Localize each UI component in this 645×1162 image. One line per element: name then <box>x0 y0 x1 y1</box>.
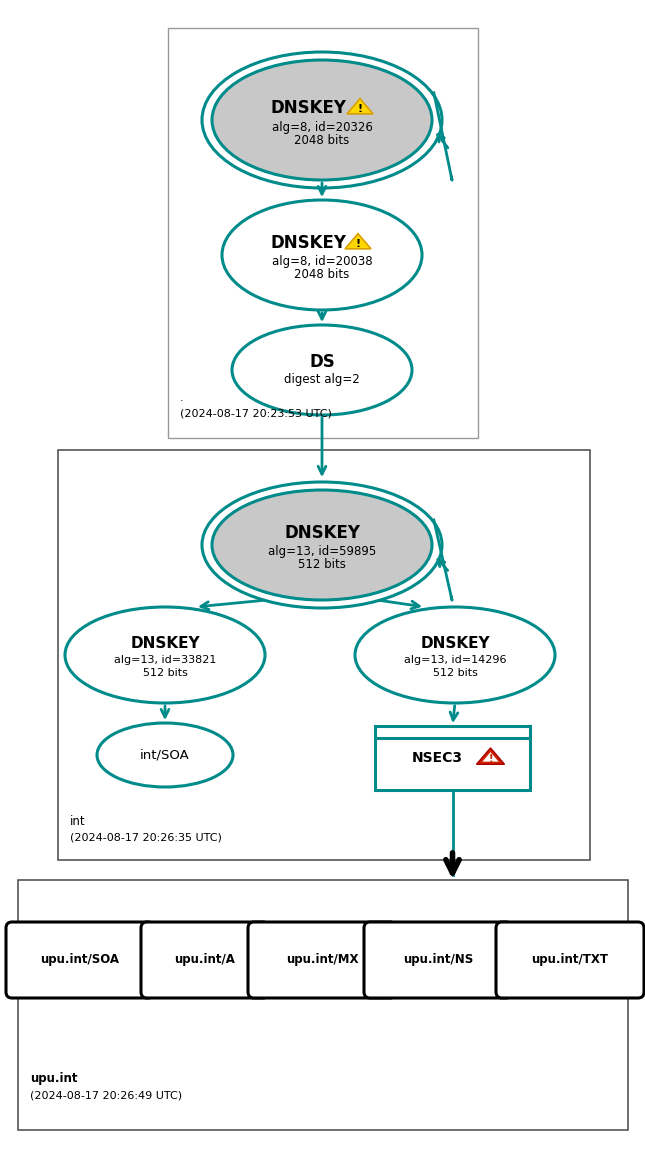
Text: 512 bits: 512 bits <box>298 559 346 572</box>
Text: !: ! <box>488 754 493 763</box>
FancyBboxPatch shape <box>6 921 154 998</box>
Text: DNSKEY: DNSKEY <box>284 524 360 541</box>
Text: digest alg=2: digest alg=2 <box>284 373 360 387</box>
Ellipse shape <box>212 490 432 600</box>
Text: NSEC3: NSEC3 <box>412 751 463 765</box>
Polygon shape <box>347 99 373 114</box>
Text: upu.int/SOA: upu.int/SOA <box>41 954 119 967</box>
Ellipse shape <box>65 607 265 703</box>
FancyBboxPatch shape <box>248 921 396 998</box>
FancyBboxPatch shape <box>375 726 530 790</box>
Text: alg=13, id=59895: alg=13, id=59895 <box>268 545 376 559</box>
Ellipse shape <box>212 60 432 180</box>
Text: upu.int: upu.int <box>30 1073 77 1085</box>
Text: DNSKEY: DNSKEY <box>420 636 490 651</box>
Text: upu.int/TXT: upu.int/TXT <box>531 954 608 967</box>
Text: alg=8, id=20038: alg=8, id=20038 <box>272 256 372 268</box>
FancyBboxPatch shape <box>496 921 644 998</box>
Text: alg=13, id=14296: alg=13, id=14296 <box>404 655 506 665</box>
Text: !: ! <box>357 103 362 114</box>
Text: 2048 bits: 2048 bits <box>294 134 350 146</box>
Text: alg=8, id=20326: alg=8, id=20326 <box>272 121 372 134</box>
Text: int: int <box>70 815 86 829</box>
Polygon shape <box>477 748 504 765</box>
FancyBboxPatch shape <box>58 450 590 860</box>
FancyBboxPatch shape <box>168 28 478 438</box>
Ellipse shape <box>232 325 412 415</box>
Text: (2024-08-17 20:23:53 UTC): (2024-08-17 20:23:53 UTC) <box>180 408 332 418</box>
Text: DS: DS <box>309 353 335 371</box>
Text: 512 bits: 512 bits <box>143 668 188 677</box>
Text: (2024-08-17 20:26:35 UTC): (2024-08-17 20:26:35 UTC) <box>70 832 222 842</box>
Ellipse shape <box>222 200 422 310</box>
Text: int/SOA: int/SOA <box>140 748 190 761</box>
FancyBboxPatch shape <box>364 921 512 998</box>
Text: alg=13, id=33821: alg=13, id=33821 <box>114 655 216 665</box>
Ellipse shape <box>355 607 555 703</box>
Text: upu.int/A: upu.int/A <box>175 954 235 967</box>
Polygon shape <box>345 234 371 249</box>
Text: !: ! <box>355 238 361 249</box>
Text: 2048 bits: 2048 bits <box>294 268 350 281</box>
FancyBboxPatch shape <box>141 921 269 998</box>
Text: (2024-08-17 20:26:49 UTC): (2024-08-17 20:26:49 UTC) <box>30 1090 182 1100</box>
Text: 512 bits: 512 bits <box>433 668 477 677</box>
Text: .: . <box>180 393 184 403</box>
Polygon shape <box>482 752 499 761</box>
Text: upu.int/NS: upu.int/NS <box>403 954 473 967</box>
Ellipse shape <box>97 723 233 787</box>
Text: DNSKEY: DNSKEY <box>270 234 346 252</box>
Text: upu.int/MX: upu.int/MX <box>286 954 358 967</box>
Text: DNSKEY: DNSKEY <box>270 99 346 117</box>
Text: DNSKEY: DNSKEY <box>130 636 200 651</box>
FancyBboxPatch shape <box>18 880 628 1129</box>
